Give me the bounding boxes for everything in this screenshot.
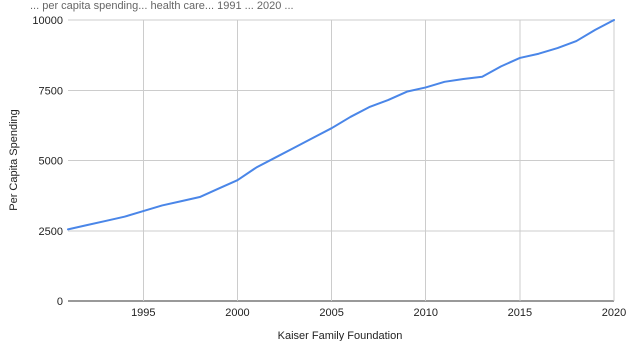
y-tick-2500: 2500 bbox=[39, 226, 63, 238]
x-tick-2000: 2000 bbox=[225, 307, 249, 319]
x-tick-2020: 2020 bbox=[602, 307, 626, 319]
x-tick-2010: 2010 bbox=[413, 307, 437, 319]
y-tick-5000: 5000 bbox=[39, 156, 63, 168]
grid bbox=[68, 19, 615, 302]
y-tick-labels: 0 2500 5000 7500 10000 bbox=[32, 15, 63, 308]
top-caption: ... per capita spending... health care..… bbox=[30, 0, 294, 12]
series-lines bbox=[67, 19, 615, 231]
x-tick-2005: 2005 bbox=[319, 307, 343, 319]
y-tick-0: 0 bbox=[57, 296, 63, 308]
y-tick-7500: 7500 bbox=[39, 85, 63, 97]
x-tick-1995: 1995 bbox=[131, 307, 155, 319]
y-tick-10000: 10000 bbox=[32, 15, 63, 27]
series-line-0 bbox=[67, 19, 615, 231]
x-axis-title: Kaiser Family Foundation bbox=[278, 330, 403, 341]
y-axis-title: Per Capita Spending bbox=[8, 109, 20, 211]
x-tick-2015: 2015 bbox=[508, 307, 532, 319]
x-tick-labels: 1995 2000 2005 2010 2015 2020 bbox=[131, 307, 626, 319]
